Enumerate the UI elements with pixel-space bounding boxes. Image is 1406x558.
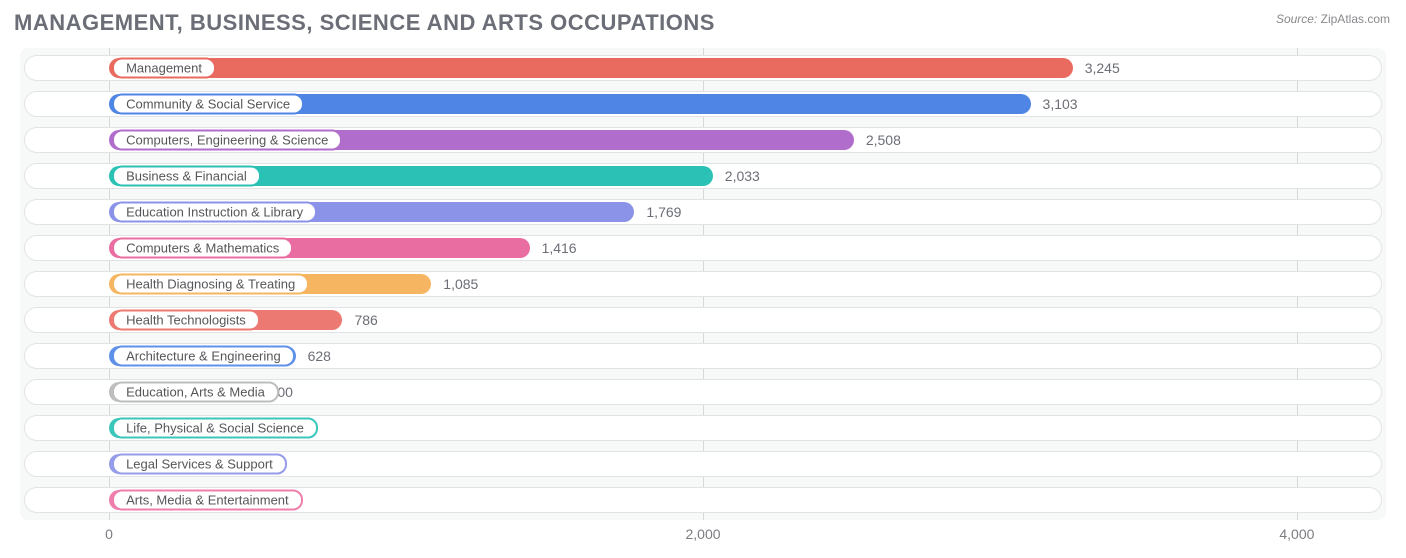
source-value: ZipAtlas.com — [1321, 12, 1390, 26]
chart-title: MANAGEMENT, BUSINESS, SCIENCE AND ARTS O… — [0, 0, 1406, 42]
bar-category-label: Architecture & Engineering — [112, 346, 295, 367]
bar-category-label: Health Diagnosing & Treating — [112, 274, 309, 295]
bar-row: 2,508 Computers, Engineering & Science — [20, 125, 1386, 155]
occupations-bar-chart: 3,245 Management 3,103 Community & Social S… — [12, 48, 1394, 546]
bar-row: 1,085 Health Diagnosing & Treating — [20, 269, 1386, 299]
source-attribution: Source: ZipAtlas.com — [1276, 12, 1390, 26]
bar-value-label: 3,103 — [1043, 96, 1078, 112]
bar-fill — [109, 58, 1073, 78]
x-tick-label: 0 — [105, 526, 113, 542]
bar-category-label: Business & Financial — [112, 166, 261, 187]
x-tick-label: 4,000 — [1279, 526, 1314, 542]
bar-value-label: 2,033 — [725, 168, 760, 184]
bar-category-label: Health Technologists — [112, 310, 260, 331]
bar-value-label: 2,508 — [866, 132, 901, 148]
bar-row: 1,416 Computers & Mathematics — [20, 233, 1386, 263]
bar-category-label: Management — [112, 58, 216, 79]
bar-row: 500Education, Arts & Media — [20, 377, 1386, 407]
bar-category-label: Life, Physical & Social Science — [112, 418, 318, 439]
bar-category-label: Arts, Media & Entertainment — [112, 490, 303, 511]
bar-value-label: 628 — [308, 348, 331, 364]
bar-category-label: Computers, Engineering & Science — [112, 130, 342, 151]
x-tick-label: 2,000 — [685, 526, 720, 542]
bar-row: 464Legal Services & Support — [20, 449, 1386, 479]
source-label: Source: — [1276, 12, 1317, 26]
bar-row: 2,033 Business & Financial — [20, 161, 1386, 191]
bar-row: 464Life, Physical & Social Science — [20, 413, 1386, 443]
bar-value-label: 1,769 — [646, 204, 681, 220]
bar-row: 3,245 Management — [20, 53, 1386, 83]
bar-value-label: 786 — [354, 312, 377, 328]
bar-rows: 3,245 Management 3,103 Community & Social S… — [20, 50, 1386, 518]
bar-category-label: Education Instruction & Library — [112, 202, 317, 223]
bar-category-label: Legal Services & Support — [112, 454, 287, 475]
bar-category-label: Education, Arts & Media — [112, 382, 279, 403]
bar-value-label: 1,416 — [542, 240, 577, 256]
x-axis: 0 2,000 4,000 — [20, 524, 1386, 546]
bar-row: 786 Health Technologists — [20, 305, 1386, 335]
bar-category-label: Computers & Mathematics — [112, 238, 293, 259]
bar-category-label: Community & Social Service — [112, 94, 304, 115]
bar-row: 628 Architecture & Engineering — [20, 341, 1386, 371]
bar-value-label: 1,085 — [443, 276, 478, 292]
bar-row: 1,769 Education Instruction & Library — [20, 197, 1386, 227]
bar-value-label: 3,245 — [1085, 60, 1120, 76]
bar-row: 370Arts, Media & Entertainment — [20, 485, 1386, 515]
bar-row: 3,103 Community & Social Service — [20, 89, 1386, 119]
